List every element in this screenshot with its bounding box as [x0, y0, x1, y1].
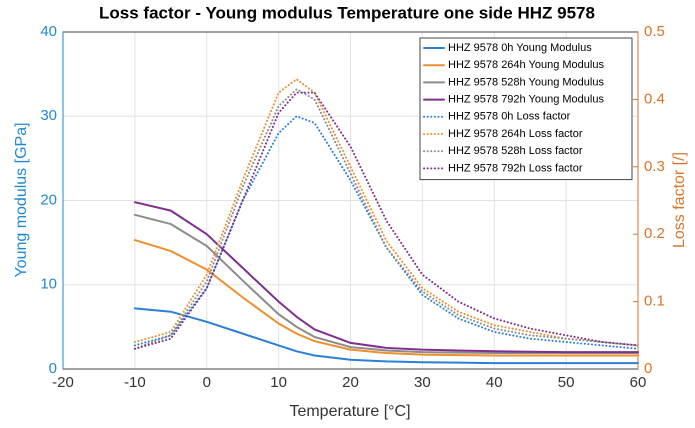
y-tick-label: 0: [49, 360, 57, 377]
y-tick-label: 30: [40, 107, 57, 124]
legend-label: HHZ 9578 264h Young Modulus: [448, 59, 604, 71]
legend-label: HHZ 9578 792h Loss factor: [448, 162, 583, 174]
series-line: [133, 78, 639, 347]
legend-label: HHZ 9578 792h Young Modulus: [448, 94, 604, 106]
legend-label: HHZ 9578 528h Loss factor: [448, 145, 583, 157]
series-line: [133, 239, 639, 357]
y2-tick-label: 0.4: [644, 90, 665, 107]
y-tick-label: 10: [40, 276, 57, 293]
y2-tick-label: 0.1: [644, 293, 665, 310]
legend-box: [419, 37, 633, 181]
y-tick-label: 20: [40, 191, 57, 208]
y-axis-label: Young modulus [GPa]: [13, 122, 30, 277]
x-tick-label: -10: [124, 374, 146, 391]
legend-label: HHZ 9578 0h Loss factor: [448, 111, 571, 123]
y2-tick-label: 0.3: [644, 158, 665, 175]
series-line: [133, 88, 639, 350]
y2-axis-label: Loss factor [/]: [671, 152, 688, 248]
x-tick-label: 50: [558, 374, 575, 391]
x-tick-label: 30: [414, 374, 431, 391]
x-tick-label: 0: [203, 374, 211, 391]
y2-tick-label: 0: [644, 360, 652, 377]
x-tick-label: 10: [270, 374, 287, 391]
legend-label: HHZ 9578 264h Loss factor: [448, 128, 583, 140]
y2-tick-label: 0.5: [644, 23, 665, 40]
x-axis-label: Temperature [°C]: [289, 403, 410, 420]
series-line: [133, 213, 639, 354]
x-tick-label: 20: [342, 374, 359, 391]
legend-label: HHZ 9578 528h Young Modulus: [448, 76, 604, 88]
x-tick-label: 60: [630, 374, 647, 391]
legend-label: HHZ 9578 0h Young Modulus: [448, 42, 592, 54]
x-tick-label: 40: [486, 374, 503, 391]
y2-tick-label: 0.2: [644, 225, 665, 242]
series-line: [133, 91, 639, 350]
series-line: [133, 307, 639, 365]
series-line: [133, 201, 639, 354]
y-tick-label: 40: [40, 23, 57, 40]
x-tick-label: -20: [52, 374, 74, 391]
chart-title: Loss factor - Young modulus Temperature …: [99, 3, 595, 22]
